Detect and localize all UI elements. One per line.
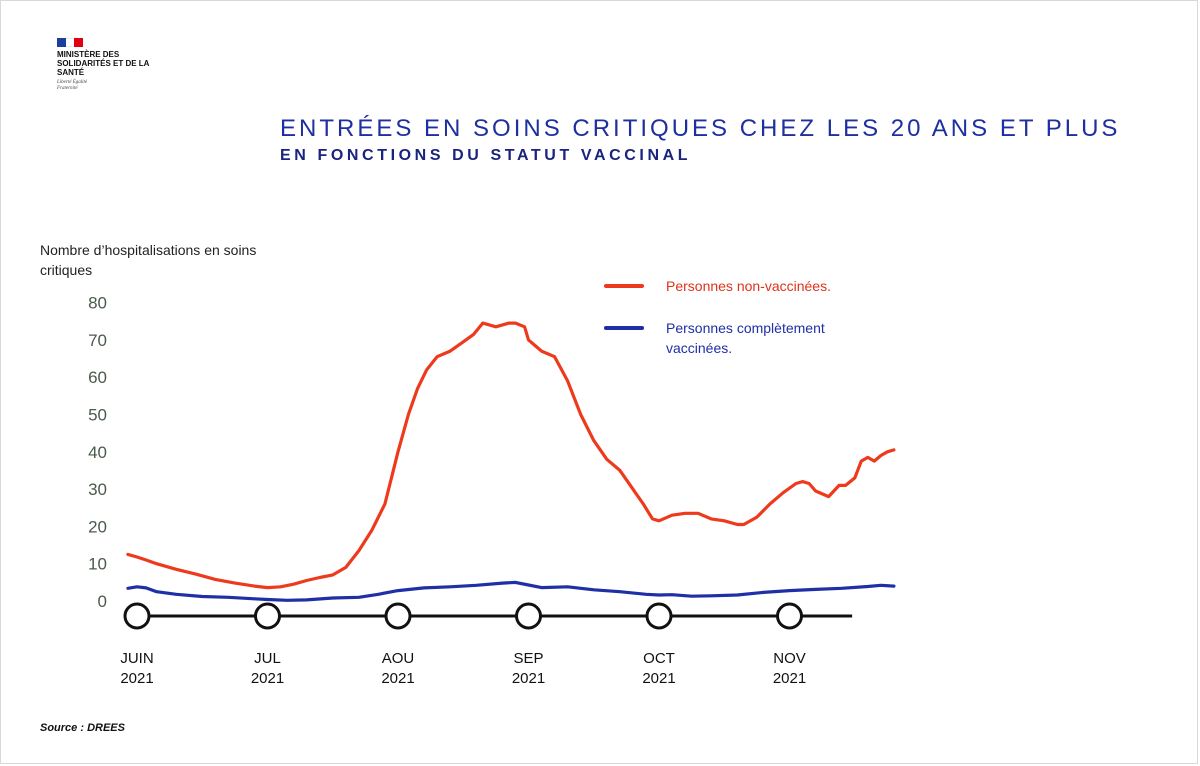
- source-note: Source : DREES: [40, 722, 125, 734]
- y-tick-label: 60: [88, 368, 107, 387]
- ministry-name: MINISTÈRE DES SOLIDARITÉS ET DE LA SANTÉ: [57, 50, 150, 77]
- slide-subtitle: EN FONCTIONS DU STATUT VACCINAL: [280, 147, 692, 164]
- legend-item-vaccinated: Personnes complètement vaccinées.: [604, 318, 856, 358]
- y-tick-label: 40: [88, 443, 107, 462]
- month-marker-circle: [254, 602, 281, 630]
- series-line-vaccinated: [126, 580, 896, 602]
- x-tick-label-month: AOU: [382, 650, 415, 667]
- x-tick-label-year: 2021: [642, 670, 675, 687]
- y-tick-label: 0: [98, 592, 107, 611]
- x-tick-label-year: 2021: [773, 670, 806, 687]
- legend-swatch-vaccinated: [604, 326, 644, 330]
- x-tick-label-year: 2021: [512, 670, 545, 687]
- y-tick-label: 30: [88, 480, 107, 499]
- x-tick-label-year: 2021: [120, 670, 153, 687]
- month-marker-circle: [123, 602, 151, 630]
- y-tick-label: 50: [88, 406, 107, 425]
- x-tick-label-year: 2021: [251, 670, 284, 687]
- y-tick-label: 80: [88, 294, 107, 313]
- ministry-logo: MINISTÈRE DES SOLIDARITÉS ET DE LA SANTÉ…: [57, 38, 177, 92]
- legend-swatch-unvaccinated: [604, 284, 644, 288]
- month-marker-circle: [515, 602, 542, 630]
- x-tick-label-month: NOV: [773, 650, 806, 667]
- y-tick-label: 70: [88, 331, 107, 350]
- x-tick-label-month: JUIN: [120, 650, 153, 667]
- series-line-unvaccinated: [126, 321, 896, 590]
- month-marker-circle: [645, 602, 673, 630]
- x-tick-label-month: OCT: [643, 650, 675, 667]
- x-tick-label-month: JUL: [254, 650, 281, 667]
- legend-label-unvaccinated: Personnes non-vaccinées.: [666, 278, 831, 294]
- legend-label-vaccinated: Personnes complètement vaccinées.: [666, 320, 825, 356]
- legend-item-unvaccinated: Personnes non-vaccinées.: [604, 276, 866, 296]
- slide-title: ENTRÉES EN SOINS CRITIQUES CHEZ LES 20 A…: [280, 115, 1121, 142]
- month-marker-circle: [776, 602, 803, 630]
- y-tick-label: 20: [88, 517, 107, 536]
- y-tick-label: 10: [88, 555, 107, 574]
- month-marker-circle: [384, 602, 412, 630]
- x-tick-label-month: SEP: [513, 650, 543, 667]
- y-axis-label: Nombre d’hospitalisations en soins criti…: [40, 242, 257, 278]
- x-tick-label-year: 2021: [381, 670, 414, 687]
- republic-motto: Liberté Égalité Fraternité: [57, 80, 88, 91]
- french-flag-icon: [57, 38, 84, 47]
